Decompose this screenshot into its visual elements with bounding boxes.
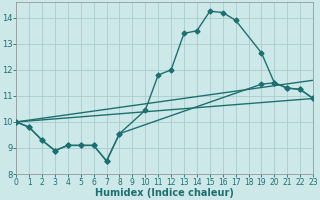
X-axis label: Humidex (Indice chaleur): Humidex (Indice chaleur)	[95, 188, 234, 198]
